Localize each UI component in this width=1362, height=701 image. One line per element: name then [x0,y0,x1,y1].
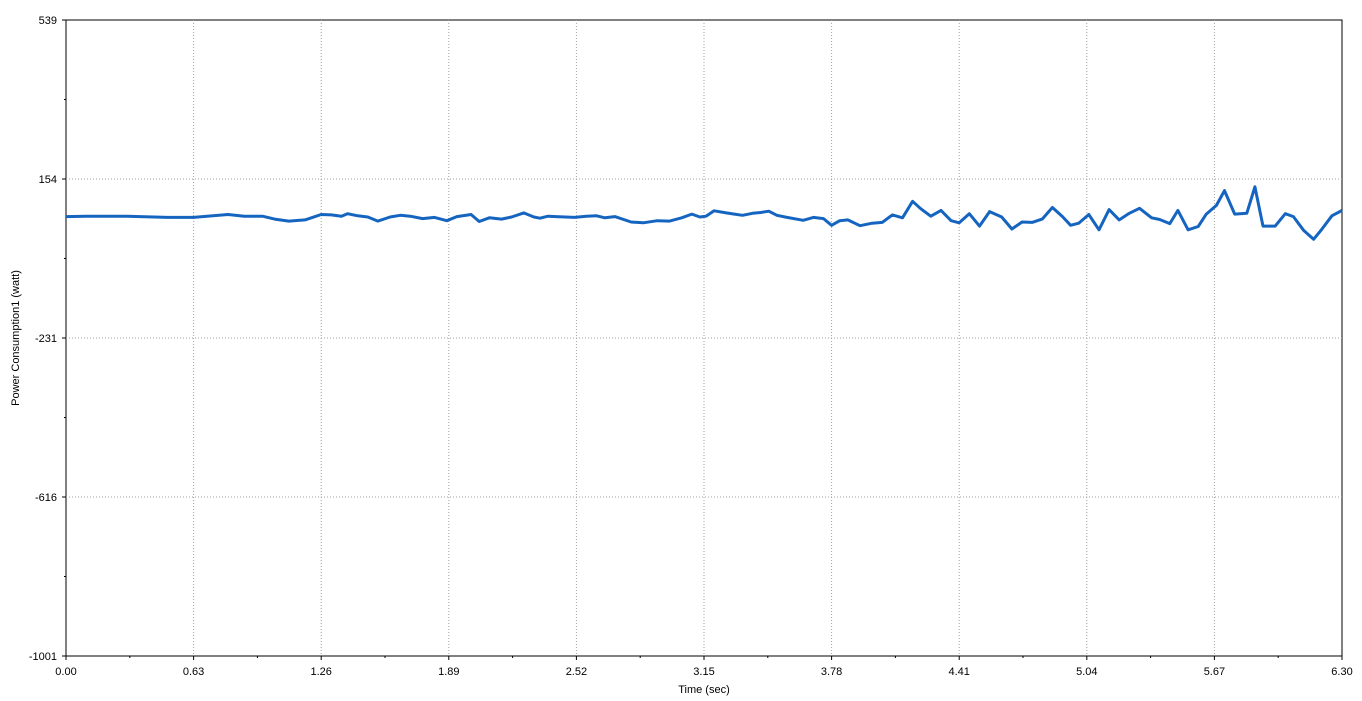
y-tick-label: 539 [39,15,57,27]
x-tick-label: 3.78 [821,666,842,678]
y-tick-label: -616 [35,492,57,504]
y-axis-tick-labels: 539 154 -231 -616 -1001 [29,15,57,663]
x-tick-label: 1.26 [310,666,331,678]
y-axis-label: Power Consumption1 (watt) [10,270,22,406]
x-tick-label: 5.04 [1076,666,1097,678]
x-tick-label: 3.15 [693,666,714,678]
x-tick-label: 2.52 [566,666,587,678]
x-tick-label: 1.89 [438,666,459,678]
y-tick-label: -231 [35,333,57,345]
x-tick-label: 6.30 [1331,666,1352,678]
y-tick-label: -1001 [29,651,57,663]
x-axis-tick-labels: 0.00 0.63 1.26 1.89 2.52 3.15 3.78 4.41 5.04 5.67… [55,666,1352,678]
x-tick-label: 0.00 [55,666,76,678]
x-axis-label: Time (sec) [678,684,730,696]
series-line [65,185,1343,241]
minor-ticks [64,99,1279,658]
x-tick-label: 4.41 [948,666,969,678]
y-tick-label: 154 [39,174,57,186]
x-tick-label: 5.67 [1204,666,1225,678]
x-tick-label: 0.63 [183,666,204,678]
grid-lines [62,19,1343,660]
